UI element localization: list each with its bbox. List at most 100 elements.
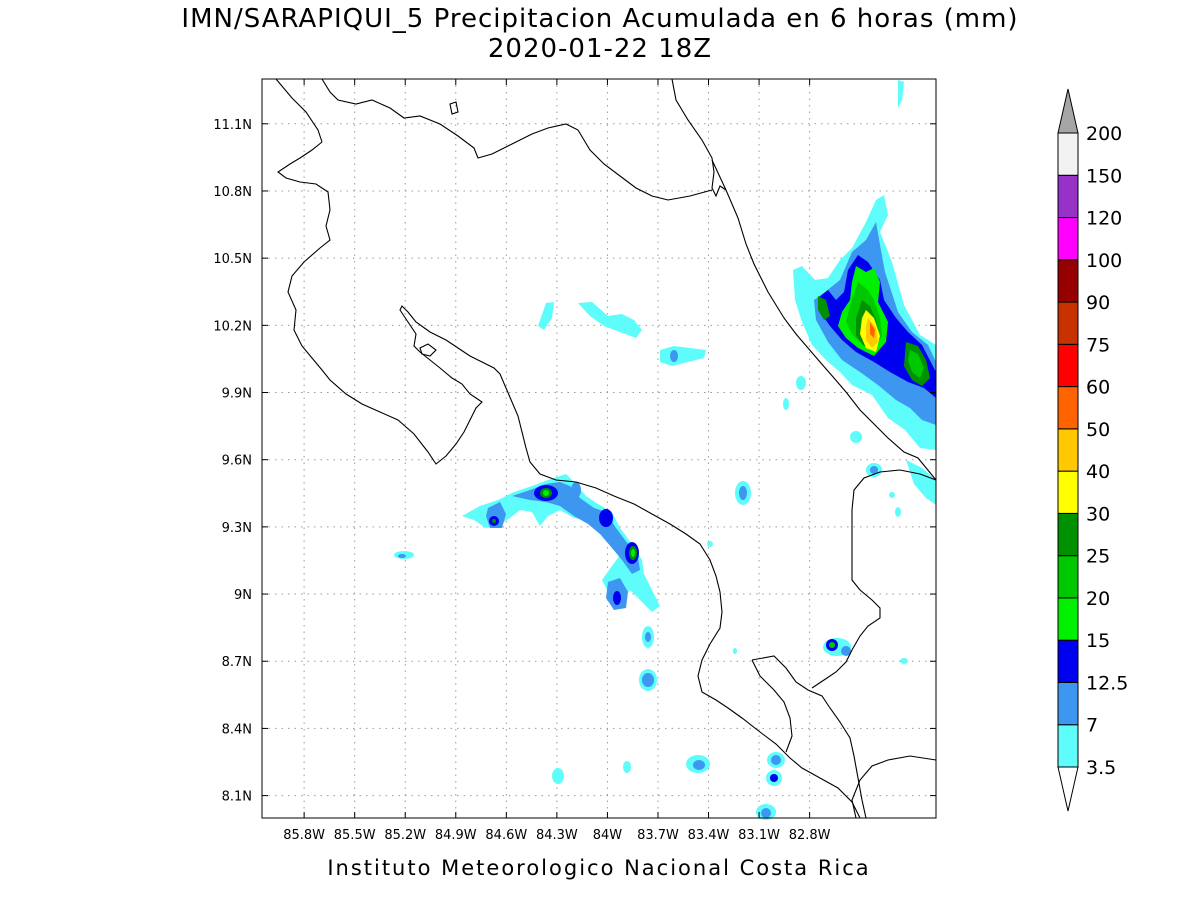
colorbar-swatch: [1057, 597, 1079, 641]
lon-tick-label: 84.6W: [485, 828, 527, 843]
rain-cell: [571, 482, 581, 498]
colorbar-swatch: [1057, 681, 1079, 726]
lat-tick-label: 10.2N: [213, 319, 252, 334]
rain-cell: [670, 350, 678, 362]
footer-credit: Instituto Meteorologico Nacional Costa R…: [327, 856, 871, 880]
rain-cell: [870, 466, 878, 474]
rain-cell: [645, 632, 651, 642]
rain-cell: [623, 761, 631, 773]
lon-tick-label: 85.2W: [384, 828, 426, 843]
rain-cell: [900, 658, 908, 664]
map-title: IMN/SARAPIQUI_5 Precipitacion Acumulada …: [0, 4, 1200, 64]
colorbar-level-label: 3.5: [1086, 757, 1116, 779]
rain-cell: [895, 507, 901, 517]
colorbar-level-label: 60: [1086, 377, 1110, 399]
colorbar-swatch: [1057, 301, 1079, 345]
colorbar-top-arrow: [1057, 88, 1079, 134]
colorbar-level-label: 50: [1086, 419, 1110, 441]
lake-nicaragua-shore: [321, 78, 713, 201]
rain-cell: [739, 486, 747, 500]
colorbar-swatch: [1057, 639, 1079, 683]
colorbar-legend: 3.5 7 12.5 15 20 25 30 40 50 60 75 90 100 120 150 200: [1057, 88, 1128, 812]
colorbar-swatch: [1057, 724, 1079, 768]
coastline: [275, 78, 323, 143]
colorbar-swatch: [1057, 386, 1079, 430]
rain-cell: [889, 492, 895, 498]
lat-tick-label: 9.6N: [222, 454, 252, 469]
pacific-coastline: [277, 141, 861, 819]
colorbar-level-label: 100: [1086, 250, 1122, 272]
rain-cell: [492, 519, 496, 523]
coastlines: [275, 78, 937, 819]
osa-coastline: [751, 655, 867, 819]
pacific-rain-band: [394, 474, 737, 691]
southern-rain-cells: [552, 638, 908, 820]
title-line-2: 2020-01-22 18Z: [487, 34, 713, 64]
colorbar-swatch: [1057, 428, 1079, 472]
rain-cell: [841, 646, 851, 656]
rain-cell: [631, 549, 635, 557]
colorbar-level-label: 12.5: [1086, 672, 1128, 694]
precipitation-fields: [394, 80, 936, 820]
rain-cell: [783, 398, 789, 410]
map-frame: [261, 78, 937, 819]
colorbar-swatch: [1057, 470, 1079, 514]
rain-cell: [398, 554, 406, 558]
lon-tick-label: 85.5W: [334, 828, 376, 843]
colorbar-swatch: [1057, 512, 1079, 557]
colorbar-level-label: 150: [1086, 165, 1122, 187]
lon-tick-label: 82.8W: [789, 828, 831, 843]
lat-tick-label: 8.1N: [222, 790, 252, 805]
colorbar-level-label: 25: [1086, 546, 1110, 568]
rain-cell: [543, 490, 549, 496]
lon-tick-label: 84.3W: [536, 828, 578, 843]
rain-cell: [771, 755, 781, 765]
rain-cell: [707, 541, 713, 547]
rain-3.5mm-band: [462, 474, 660, 612]
colorbar-level-label: 200: [1086, 123, 1122, 145]
colorbar-swatch: [1057, 555, 1079, 599]
rain-cell: [660, 346, 706, 366]
lon-tick-label: 83.7W: [637, 828, 679, 843]
map-area: [261, 78, 937, 820]
lat-tick-label: 8.7N: [222, 655, 252, 670]
longitude-axis: 85.8W 85.5W 85.2W 84.9W 84.6W 84.3W 84W 83.7W 83…: [283, 79, 831, 843]
colorbar-level-label: 90: [1086, 292, 1110, 314]
colorbar-swatch: [1057, 132, 1079, 176]
rain-cell: [552, 768, 564, 784]
rain-cell: [642, 673, 654, 687]
lon-tick-label: 83.1W: [738, 828, 780, 843]
colorbar-level-label: 30: [1086, 503, 1110, 525]
lon-tick-label: 83.4W: [688, 828, 730, 843]
rain-cell: [850, 431, 862, 443]
colorbar-level-label: 15: [1086, 630, 1110, 652]
colorbar-level-label: 20: [1086, 588, 1110, 610]
rain-cell: [829, 642, 835, 648]
colorbar-swatch: [1057, 259, 1079, 303]
rain-7mm-band: [512, 482, 640, 574]
colorbar-level-label: 75: [1086, 334, 1110, 356]
lat-tick-label: 10.5N: [213, 252, 252, 267]
golfo-dulce-shore: [751, 659, 793, 753]
colorbar-level-label: 40: [1086, 461, 1110, 483]
island: [449, 101, 459, 115]
rain-50mm-area: [870, 322, 875, 338]
central-rain-cells: [538, 302, 751, 505]
lon-tick-label: 84.9W: [435, 828, 477, 843]
lat-tick-label: 8.4N: [222, 722, 252, 737]
rain-cell: [796, 376, 806, 390]
colorbar-swatch: [1057, 217, 1079, 261]
rain-3.5mm-north-edge: [898, 80, 904, 108]
panama-coast: [851, 755, 937, 819]
lon-tick-label: 84W: [593, 828, 623, 843]
title-line-1: IMN/SARAPIQUI_5 Precipitacion Acumulada …: [181, 4, 1019, 34]
rain-cell: [599, 509, 613, 527]
rain-cell: [538, 302, 554, 330]
colorbar-bottom-arrow: [1057, 766, 1079, 812]
rain-cell: [578, 302, 642, 338]
map-background: [262, 79, 936, 818]
river-mouth: [711, 159, 727, 191]
rain-cell: [613, 591, 621, 605]
rain-cell: [733, 648, 737, 654]
colorbar-swatch: [1057, 343, 1079, 388]
